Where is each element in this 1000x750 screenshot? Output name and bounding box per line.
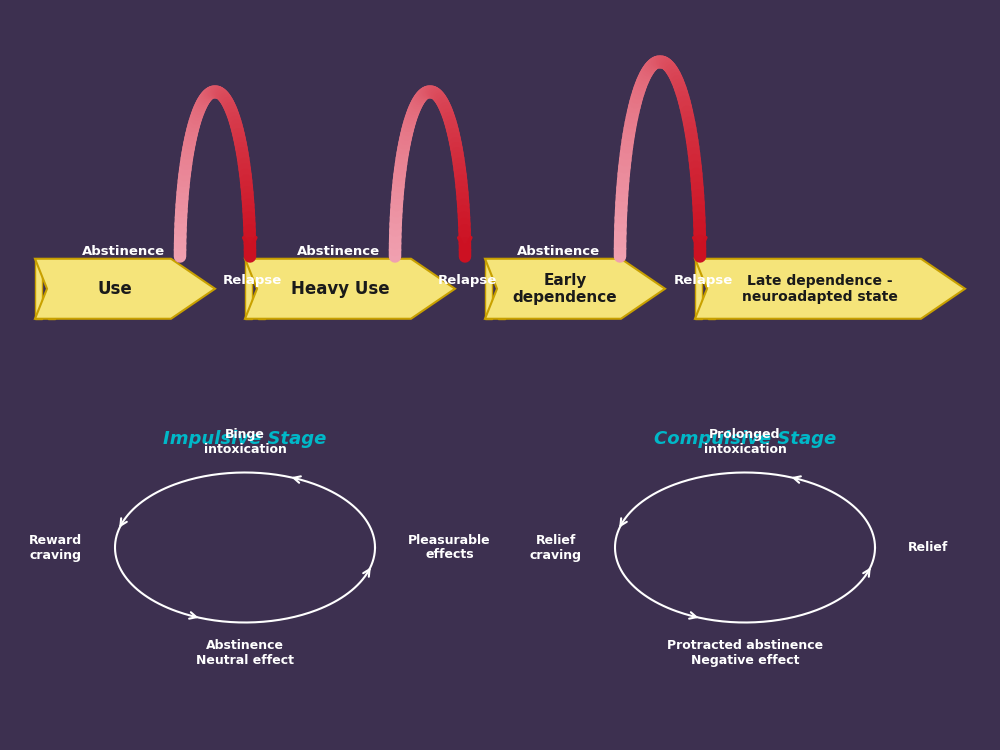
Polygon shape	[35, 259, 42, 319]
Text: Protracted abstinence
Negative effect: Protracted abstinence Negative effect	[667, 639, 823, 667]
Polygon shape	[695, 259, 965, 319]
Polygon shape	[708, 259, 715, 319]
Text: Impulsive Stage: Impulsive Stage	[163, 430, 327, 448]
Text: Abstinence: Abstinence	[82, 244, 165, 258]
Text: Relapse: Relapse	[673, 274, 733, 286]
Text: Relapse: Relapse	[437, 274, 497, 286]
Polygon shape	[245, 259, 455, 319]
Text: Heavy Use: Heavy Use	[291, 280, 389, 298]
Text: Early
dependence: Early dependence	[513, 272, 617, 305]
Text: Compulsive Stage: Compulsive Stage	[654, 430, 836, 448]
Text: Relief: Relief	[908, 541, 948, 554]
Polygon shape	[48, 259, 55, 319]
Text: Pleasurable
effects: Pleasurable effects	[408, 533, 491, 562]
Polygon shape	[485, 259, 492, 319]
Polygon shape	[245, 259, 252, 319]
Text: Reward
craving: Reward craving	[29, 533, 82, 562]
Polygon shape	[498, 259, 505, 319]
Text: Relapse: Relapse	[222, 274, 282, 286]
Text: Abstinence: Abstinence	[517, 244, 600, 258]
Polygon shape	[258, 259, 265, 319]
Text: Binge
intoxication: Binge intoxication	[204, 428, 286, 456]
Text: Abstinence: Abstinence	[297, 244, 380, 258]
Text: Relief
craving: Relief craving	[530, 533, 582, 562]
Polygon shape	[695, 259, 702, 319]
Text: Use: Use	[98, 280, 132, 298]
Text: Prolonged
intoxication: Prolonged intoxication	[704, 428, 786, 456]
Polygon shape	[485, 259, 665, 319]
Text: Abstinence
Neutral effect: Abstinence Neutral effect	[196, 639, 294, 667]
Text: Late dependence -
neuroadapted state: Late dependence - neuroadapted state	[742, 274, 898, 304]
Polygon shape	[35, 259, 215, 319]
